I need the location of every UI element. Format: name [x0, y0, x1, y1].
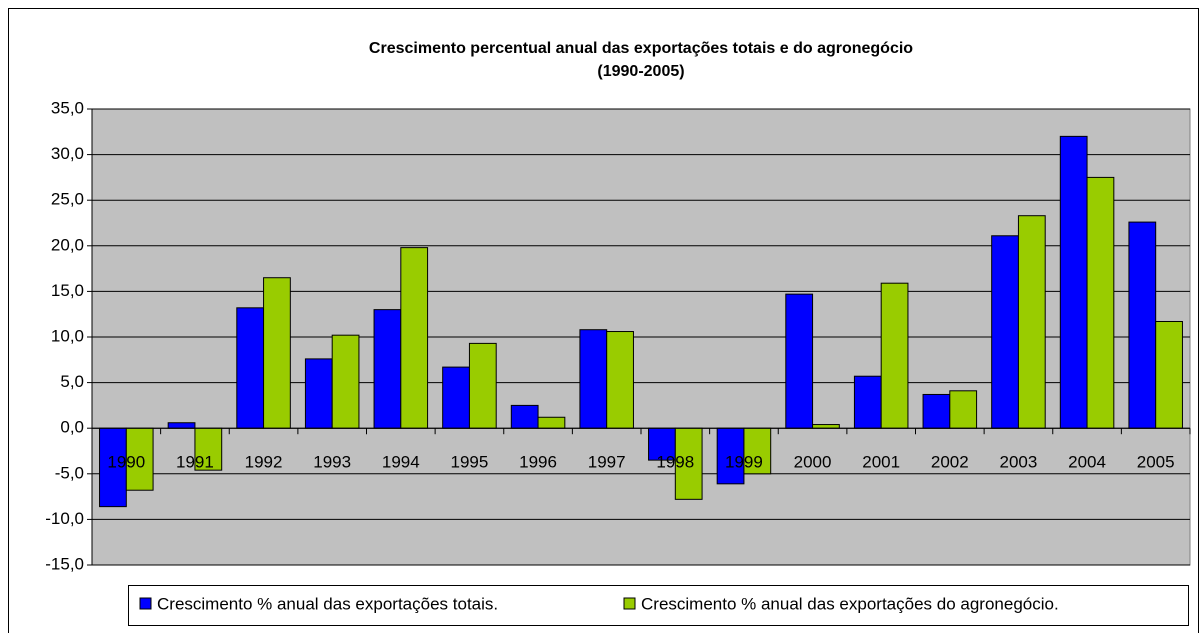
bar [331, 334, 360, 429]
y-tick-label: -15,0 [45, 554, 84, 573]
bar [468, 342, 497, 429]
y-tick-label: -5,0 [55, 463, 84, 482]
bar [922, 393, 951, 429]
y-tick-label: 35,0 [51, 98, 84, 117]
bar [991, 235, 1019, 429]
bar [1017, 215, 1046, 429]
legend-box [128, 585, 1189, 626]
y-tick-label: 0,0 [60, 418, 84, 437]
bar [167, 422, 196, 429]
chart-title: (1990-2005) [597, 63, 684, 80]
bar [716, 427, 745, 485]
chart-title: Crescimento percentual anual das exporta… [369, 40, 913, 57]
x-tick-label: 1999 [725, 453, 763, 472]
bar [648, 427, 676, 461]
bar [442, 366, 470, 429]
x-tick-label: 2003 [1000, 453, 1038, 472]
x-tick-label: 2002 [931, 453, 969, 472]
bar [880, 282, 909, 429]
x-tick-label: 1998 [656, 453, 694, 472]
x-tick-label: 1990 [107, 453, 145, 472]
x-tick-label: 2000 [794, 453, 832, 472]
x-tick-label: 1993 [313, 453, 351, 472]
y-tick-label: 30,0 [51, 144, 84, 163]
x-tick-label: 2004 [1068, 453, 1106, 472]
y-tick-label: -10,0 [45, 509, 84, 528]
x-tick-label: 2001 [862, 453, 900, 472]
bar [400, 247, 429, 429]
x-tick-label: 1997 [588, 453, 626, 472]
x-tick-label: 1991 [176, 453, 214, 472]
bar [236, 307, 265, 429]
bar [743, 427, 772, 475]
bar [1059, 135, 1088, 429]
x-tick-label: 1994 [382, 453, 420, 472]
x-tick-label: 1992 [245, 453, 283, 472]
bar [785, 293, 814, 429]
x-tick-label: 1996 [519, 453, 557, 472]
bar [304, 358, 333, 429]
y-tick-label: 10,0 [51, 326, 84, 345]
bar [263, 277, 291, 429]
bar [579, 329, 608, 429]
bar [853, 375, 882, 429]
y-tick-label: 5,0 [60, 372, 84, 391]
bar [812, 424, 840, 429]
bar [1155, 320, 1183, 429]
y-tick-label: 25,0 [51, 190, 84, 209]
bar [99, 427, 127, 508]
bar [537, 416, 566, 429]
bar [674, 427, 703, 500]
bar [1128, 221, 1157, 429]
bar [606, 331, 634, 429]
legend-label: Crescimento % anual das exportações do a… [641, 594, 1059, 613]
bar [510, 404, 539, 429]
x-tick-label: 2005 [1137, 453, 1175, 472]
bar [1086, 176, 1115, 429]
bar [949, 390, 978, 429]
bar [194, 427, 223, 471]
bar [373, 309, 402, 429]
x-tick-label: 1995 [451, 453, 489, 472]
legend-swatch [139, 597, 152, 610]
y-tick-label: 20,0 [51, 235, 84, 254]
legend-label: Crescimento % anual das exportações tota… [157, 594, 498, 613]
y-tick-label: 15,0 [51, 281, 84, 300]
legend-swatch [623, 597, 636, 610]
bar [125, 427, 154, 491]
